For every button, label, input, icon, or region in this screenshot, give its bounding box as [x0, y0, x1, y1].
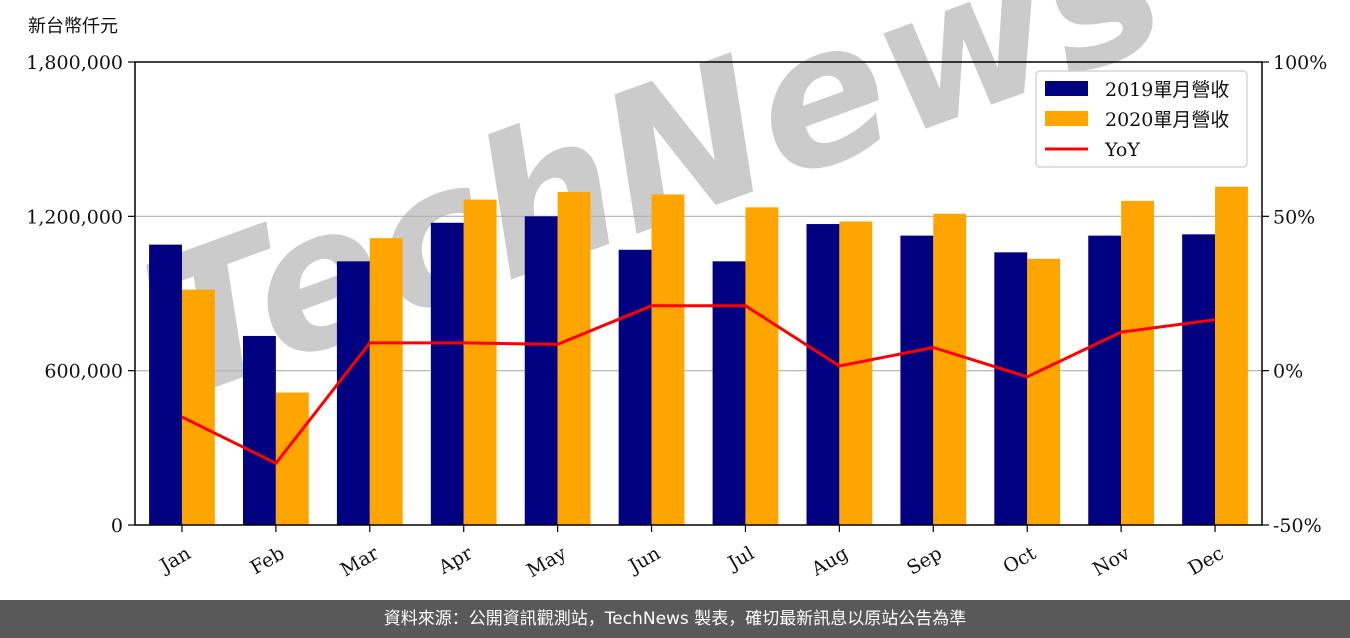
- x-tick-label-aug: Aug: [807, 542, 852, 581]
- x-tick-label-jul: Jul: [723, 542, 758, 575]
- right-tick-label: 100%: [1273, 52, 1327, 74]
- plot-frame: [134, 61, 1263, 526]
- right-tick-label: -50%: [1273, 515, 1322, 537]
- x-tick-label-feb: Feb: [247, 542, 289, 579]
- legend-label-1: 2020單月營收: [1105, 109, 1229, 131]
- bar-2019-oct: [994, 252, 1028, 525]
- left-axis-unit-label: 新台幣仟元: [28, 16, 118, 37]
- bar-2019-jun: [618, 249, 652, 525]
- bar-2020-apr: [463, 199, 497, 525]
- x-tick-label-sep: Sep: [903, 542, 946, 579]
- legend-swatch-2020: [1045, 111, 1088, 126]
- bar-2020-jul: [745, 207, 779, 525]
- bar-2020-nov: [1121, 200, 1154, 525]
- bar-2020-jun: [651, 194, 685, 525]
- legend-label-2: YoY: [1104, 139, 1140, 161]
- x-tick-label-dec: Dec: [1184, 542, 1227, 580]
- x-tick-label-mar: Mar: [337, 542, 383, 581]
- bar-2019-feb: [243, 335, 276, 525]
- chart-area: TechNews 0 600,000 1,200,000 1,800,000 -50% 0%…: [26, 0, 1327, 582]
- bar-2020-mar: [369, 238, 403, 526]
- x-tick-label-oct: Oct: [999, 542, 1040, 578]
- x-tick-label-jun: Jun: [624, 542, 665, 578]
- left-tick-label: 1,200,000: [26, 206, 123, 228]
- bar-2019-may: [524, 216, 558, 526]
- legend-box: [1035, 70, 1248, 168]
- bar-2019-apr: [430, 222, 464, 525]
- bar-2019-jul: [712, 261, 746, 525]
- bar-2020-may: [557, 191, 591, 525]
- bar-2020-oct: [1027, 258, 1061, 525]
- right-tick-label: 50%: [1273, 206, 1315, 228]
- legend: 2019單月營收 2020單月營收 YoY: [1035, 70, 1248, 168]
- bar-2019-mar: [336, 261, 370, 525]
- x-tick-label-nov: Nov: [1089, 542, 1134, 581]
- yoy-line: [181, 304, 1216, 465]
- bar-2019-nov: [1088, 235, 1122, 525]
- legend-swatch-2019: [1045, 81, 1088, 96]
- left-tick-label: 1,800,000: [26, 52, 123, 74]
- bar-2020-feb: [275, 392, 309, 525]
- bar-2020-dec: [1215, 186, 1248, 525]
- x-tick-label-may: May: [523, 542, 570, 582]
- right-tick-label: 0%: [1273, 361, 1303, 383]
- bar-2019-sep: [900, 235, 934, 525]
- bar-2020-sep: [933, 213, 967, 525]
- bar-2019-dec: [1182, 234, 1216, 526]
- left-tick-label: 0: [111, 515, 123, 537]
- legend-label-0: 2019單月營收: [1105, 79, 1229, 101]
- left-tick-label: 600,000: [44, 361, 123, 383]
- revenue-yoy-chart: TechNews0600,0001,200,0001,800,000-50%0%…: [26, 0, 1327, 582]
- source-footer: 資料來源：公開資訊觀測站，TechNews 製表，確切最新訊息以原站公告為準: [0, 600, 1350, 638]
- bar-2019-jan: [149, 244, 182, 525]
- bar-2020-jan: [181, 289, 215, 525]
- bar-2020-aug: [839, 221, 873, 525]
- x-tick-label-jan: Jan: [155, 542, 195, 578]
- x-tick-label-apr: Apr: [434, 542, 477, 579]
- bar-2019-aug: [806, 224, 840, 526]
